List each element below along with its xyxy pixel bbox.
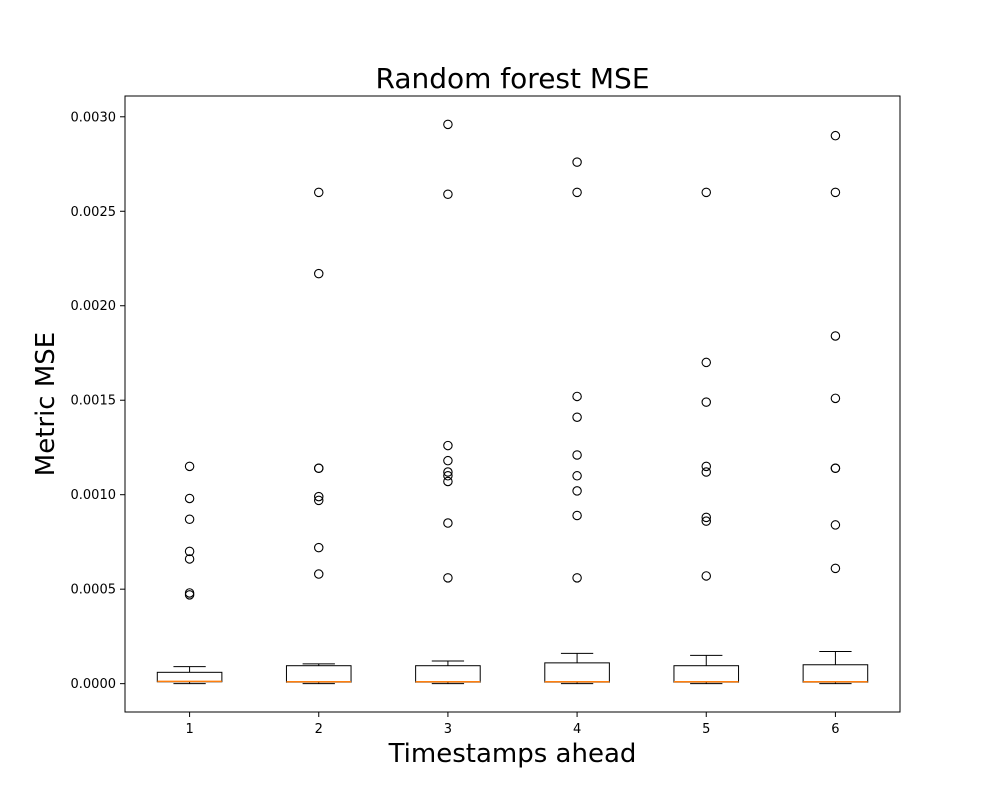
outlier-point xyxy=(701,512,711,523)
outlier-point xyxy=(184,461,195,472)
outlier-point xyxy=(313,187,324,198)
outlier-point xyxy=(443,455,453,466)
outlier-point xyxy=(313,491,324,502)
outlier-point xyxy=(572,391,582,402)
outlier-point xyxy=(572,450,582,460)
y-tick-label: 0.0000 xyxy=(71,677,117,692)
outlier-point xyxy=(443,471,453,481)
outlier-point xyxy=(572,157,582,167)
outlier-point xyxy=(701,467,711,477)
outlier-point xyxy=(830,463,841,473)
outlier-point xyxy=(443,518,453,528)
x-tick-label: 3 xyxy=(444,722,452,737)
y-tick-label: 0.0005 xyxy=(71,583,117,598)
outlier-point xyxy=(443,476,453,487)
outlier-point xyxy=(701,571,711,581)
outlier-point xyxy=(443,119,453,130)
outlier-point xyxy=(184,546,195,557)
outlier-point xyxy=(184,590,195,600)
y-tick-label: 0.0010 xyxy=(71,488,117,503)
outlier-point xyxy=(313,542,324,553)
box-group-3 xyxy=(415,119,481,685)
outlier-point xyxy=(443,467,453,477)
outlier-point xyxy=(830,393,841,404)
outlier-point xyxy=(313,495,324,506)
outlier-point xyxy=(443,440,453,451)
outlier-point xyxy=(572,510,582,521)
y-tick-label: 0.0030 xyxy=(71,110,117,125)
outlier-point xyxy=(443,189,453,200)
plot-area xyxy=(124,95,901,713)
y-axis: 0.0000 0.0005 0.0010 0.0015 0.0020 0.0025 0.00… xyxy=(71,110,125,692)
y-tick-label: 0.0015 xyxy=(71,394,117,409)
x-axis: 1 2 3 4 5 6 xyxy=(185,712,840,737)
outlier-point xyxy=(313,463,324,473)
outlier-point xyxy=(830,130,841,141)
box-group-2 xyxy=(285,187,352,685)
outlier-point xyxy=(830,563,841,574)
x-tick-label: 6 xyxy=(831,722,839,737)
x-tick-label: 2 xyxy=(315,722,323,737)
outlier-point xyxy=(184,514,195,525)
outlier-point xyxy=(572,573,582,583)
box-group-4 xyxy=(544,157,610,685)
box-series xyxy=(156,119,869,685)
box-group-5 xyxy=(673,187,740,685)
outlier-point xyxy=(572,412,582,422)
outlier-point xyxy=(443,573,453,583)
outlier-point xyxy=(184,493,195,504)
outlier-point xyxy=(572,187,582,198)
outlier-point xyxy=(313,569,324,579)
outlier-point xyxy=(701,397,711,407)
chart-title: Random forest MSE xyxy=(375,62,649,95)
outlier-point xyxy=(701,516,711,526)
outlier-point xyxy=(701,357,711,368)
outlier-point xyxy=(830,187,841,198)
box-group-6 xyxy=(802,130,869,685)
outlier-point xyxy=(313,268,324,279)
outlier-point xyxy=(701,461,711,472)
box-group-1 xyxy=(156,461,223,685)
x-tick-label: 4 xyxy=(573,722,581,737)
outlier-point xyxy=(184,554,195,564)
outlier-point xyxy=(572,486,582,496)
plot-frame xyxy=(124,95,901,713)
x-tick-label: 5 xyxy=(702,722,710,737)
x-axis-label: Timestamps ahead xyxy=(388,739,637,769)
outlier-point xyxy=(830,520,841,530)
x-tick-label: 1 xyxy=(185,722,193,737)
y-tick-label: 0.0020 xyxy=(71,299,117,314)
outlier-point xyxy=(701,187,711,198)
outlier-point xyxy=(572,471,582,481)
outlier-point xyxy=(830,331,841,341)
y-axis-label: Metric MSE xyxy=(31,332,61,476)
y-tick-label: 0.0025 xyxy=(71,205,117,220)
